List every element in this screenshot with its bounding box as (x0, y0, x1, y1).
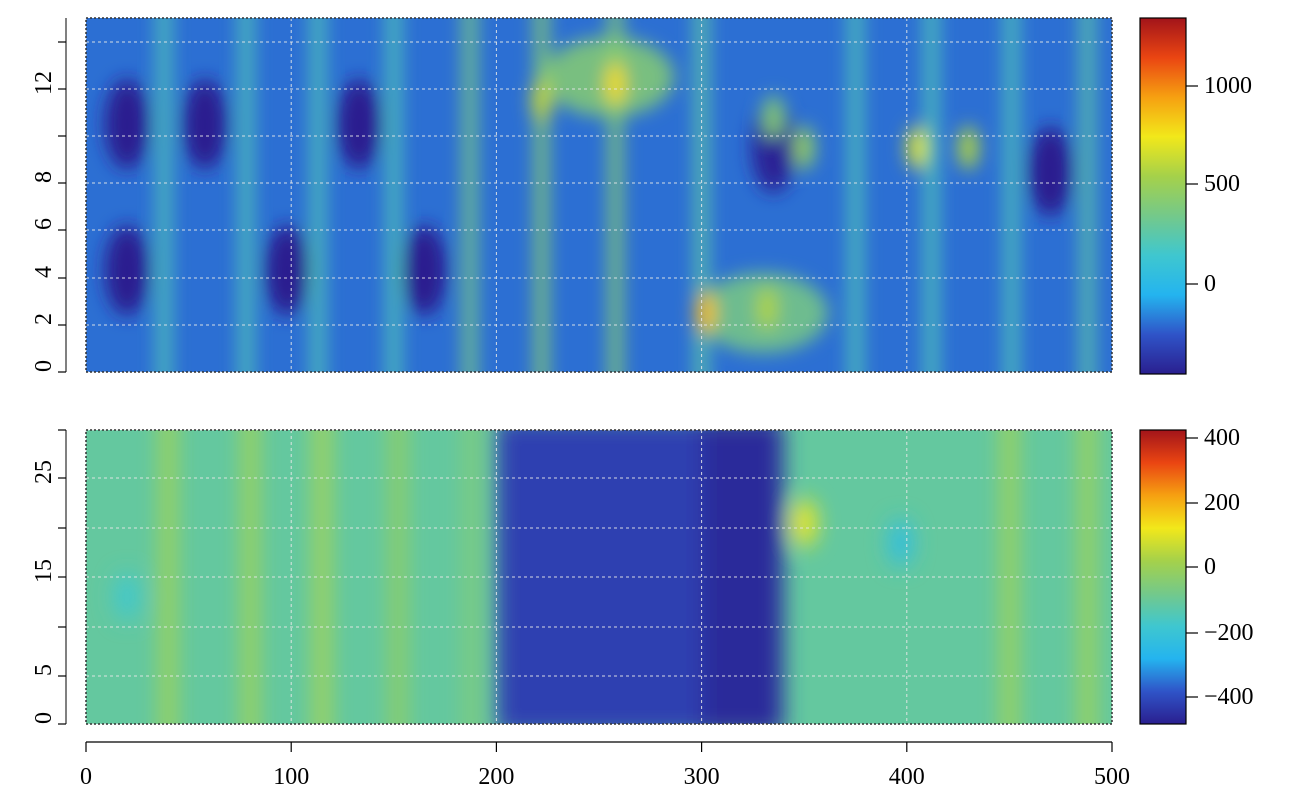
y-tick-label: 2 (31, 313, 57, 325)
hot-spot-26 (907, 125, 928, 170)
vertical-band-4 (463, 18, 476, 372)
vertical-band-3 (387, 18, 400, 372)
colorbar-tick-label: −200 (1204, 620, 1254, 646)
x-tick-label: 0 (80, 764, 92, 790)
yellow-band-3 (391, 430, 404, 724)
vertical-band-5 (535, 18, 548, 372)
x-tick-label: 200 (478, 764, 514, 790)
dark-pocket-18 (751, 102, 796, 193)
hot-spot-29 (763, 95, 784, 140)
y-tick-label: 0 (31, 712, 57, 724)
x-tick-label: 500 (1094, 764, 1130, 790)
y-tick-label: 25 (31, 460, 57, 484)
cyan-spot-9 (115, 572, 140, 621)
hot-spot-25 (757, 286, 778, 331)
yellow-band-6 (1081, 430, 1094, 724)
hot-spot-27 (958, 125, 979, 170)
vertical-band-1 (240, 18, 253, 372)
y-tick-label: 12 (31, 71, 57, 95)
dark-pocket-16 (265, 225, 310, 316)
y-tick-label: 15 (31, 559, 57, 583)
vertical-band-0 (157, 18, 170, 372)
x-tick-label: 300 (684, 764, 720, 790)
y-tick-label: 6 (31, 218, 57, 230)
colorbar-tick-label: 0 (1204, 554, 1216, 580)
dark-pocket-14 (336, 79, 381, 170)
vertical-band-10 (1005, 18, 1018, 372)
colorbar (1139, 429, 1187, 725)
heatmap-panel-2: 0 5 15 25 0 100 200 300 400 500 400 200 0 −200 −400 (31, 425, 1254, 790)
plot-frame (85, 17, 1113, 373)
x-tick-label: 100 (273, 764, 309, 790)
vertical-band-11 (1081, 18, 1094, 372)
colorbar-tick-label: 400 (1204, 425, 1240, 451)
dark-pocket-19 (1028, 126, 1073, 217)
cyan-spot-8 (888, 518, 913, 567)
orange-spot-7 (792, 499, 817, 548)
heatmap-panel-1: 0 2 4 6 8 12 0 500 1000 (31, 17, 1252, 375)
dark-pocket-15 (105, 225, 150, 316)
yellow-band-0 (162, 430, 175, 724)
hot-spot-22 (605, 62, 626, 107)
vertical-band-8 (849, 18, 862, 372)
hot-spot-24 (695, 291, 716, 335)
dark-pocket-17 (402, 225, 447, 316)
vertical-band-9 (925, 18, 938, 372)
colorbar-tick-label: −400 (1204, 684, 1254, 710)
colorbar (1139, 17, 1187, 375)
hot-spot-28 (794, 125, 815, 170)
colorbar-tick-label: 0 (1204, 271, 1216, 297)
heatmap-field (86, 18, 1112, 372)
y-tick-label: 5 (31, 664, 57, 676)
hot-spot-23 (531, 78, 552, 123)
y-tick-label: 0 (31, 360, 57, 372)
x-tick-label: 400 (889, 764, 925, 790)
dark-pocket-12 (105, 79, 150, 170)
colorbar-tick-label: 500 (1204, 171, 1240, 197)
y-tick-label: 4 (31, 266, 57, 278)
dark-pocket-13 (183, 79, 228, 170)
y-tick-label: 8 (31, 171, 57, 183)
heatmap-features (105, 18, 1094, 372)
yellow-band-5 (1003, 430, 1016, 724)
colorbar-tick-label: 200 (1204, 490, 1240, 516)
plot-frame (85, 429, 1113, 725)
colorbar-tick-label: 1000 (1204, 73, 1252, 99)
vertical-band-2 (311, 18, 324, 372)
